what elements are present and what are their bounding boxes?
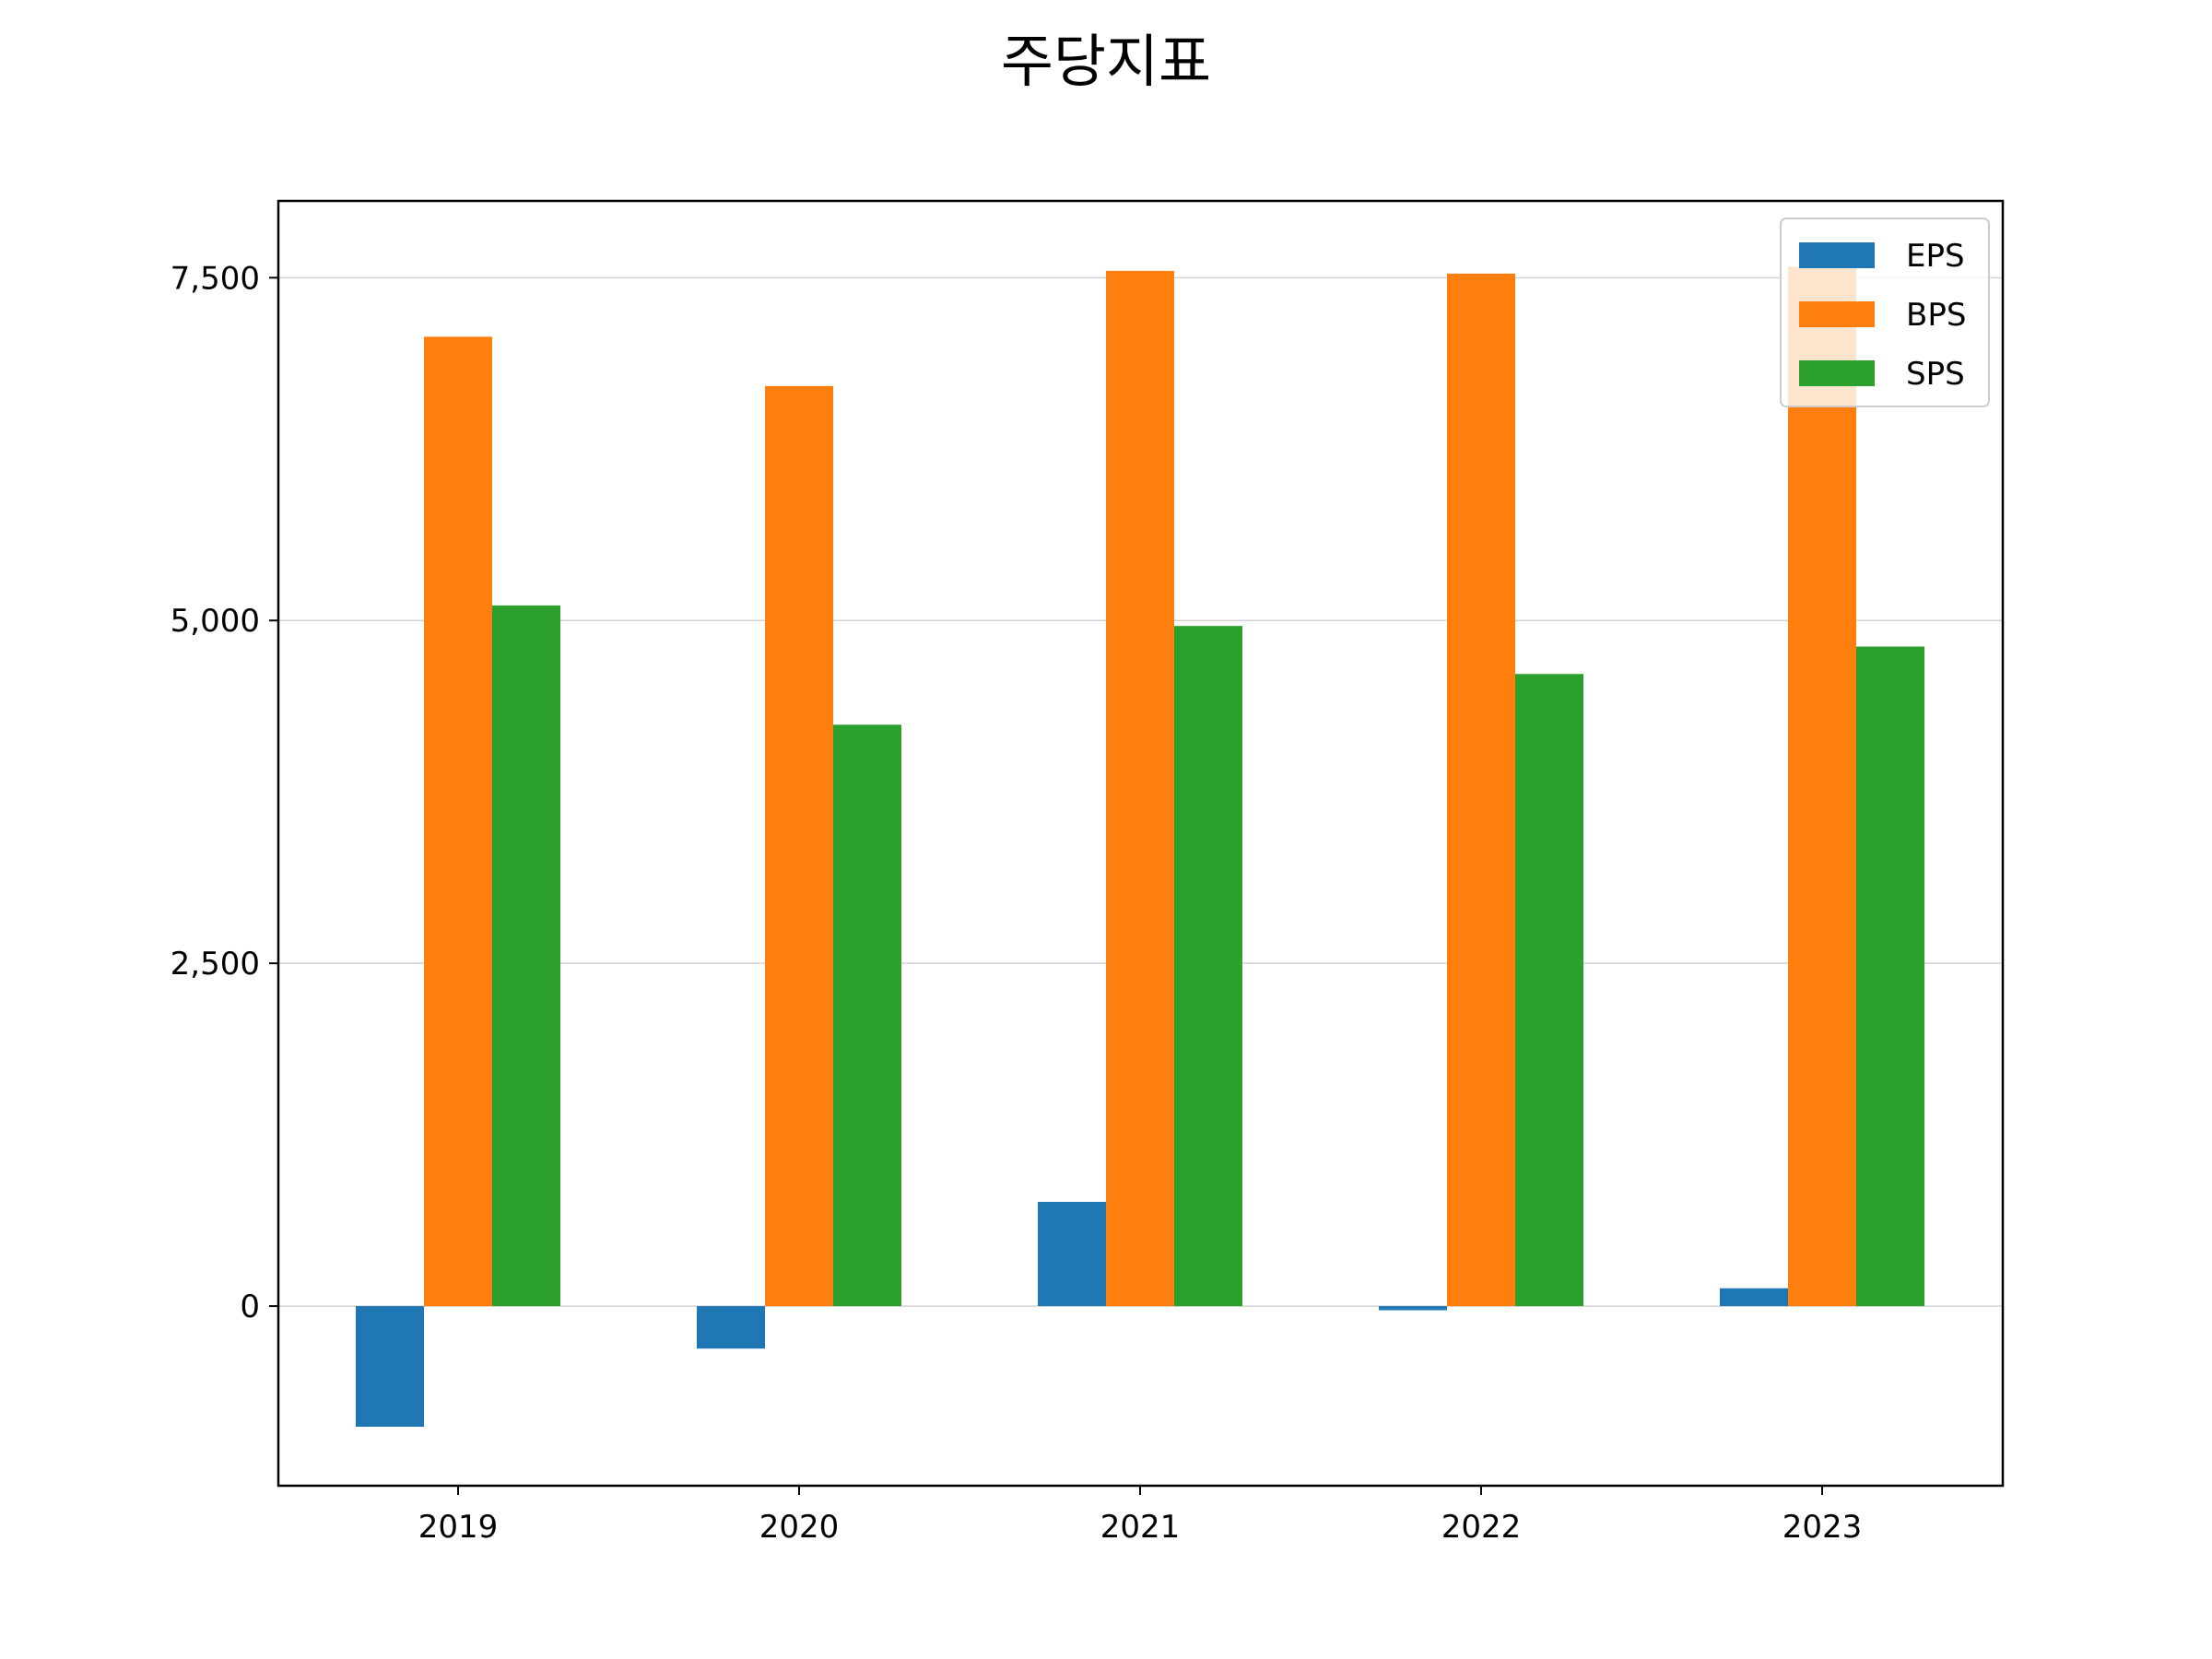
legend-swatch-sps	[1799, 360, 1875, 386]
bar-bps-2022	[1447, 273, 1515, 1307]
x-tick-label: 2020	[759, 1509, 840, 1546]
y-tick-label: 5,000	[171, 603, 260, 640]
bar-bps-2019	[424, 336, 492, 1307]
x-tick-label: 2019	[418, 1509, 499, 1546]
bar-bps-2021	[1106, 270, 1174, 1307]
legend-label-sps: SPS	[1906, 356, 1965, 393]
bar-sps-2022	[1515, 674, 1583, 1307]
legend: EPS BPS SPS	[1780, 218, 1990, 407]
bar-sps-2021	[1174, 626, 1242, 1307]
x-tick-label: 2023	[1783, 1509, 1863, 1546]
x-axis: 2019 2020 2021 2022 2023	[418, 1486, 1863, 1546]
bar-bps-2023	[1788, 266, 1856, 1307]
bar-eps-2022	[1379, 1306, 1447, 1311]
bar-sps-2019	[492, 605, 560, 1307]
legend-label-bps: BPS	[1906, 297, 1966, 334]
bar-eps-2020	[697, 1306, 765, 1349]
chart-title: 주당지표	[1001, 28, 1211, 95]
y-axis: 0 2,500 5,000 7,500	[171, 260, 278, 1325]
bar-eps-2021	[1038, 1202, 1106, 1307]
legend-swatch-eps	[1799, 242, 1875, 268]
bar-eps-2019	[356, 1306, 424, 1428]
x-tick-label: 2021	[1100, 1509, 1181, 1546]
bar-bps-2020	[765, 385, 833, 1307]
y-tick-label: 7,500	[171, 260, 260, 297]
y-tick-label: 0	[240, 1288, 260, 1325]
bar-sps-2023	[1856, 646, 1924, 1307]
legend-label-eps: EPS	[1906, 238, 1965, 275]
bars	[356, 266, 1924, 1428]
y-tick-label: 2,500	[171, 946, 260, 982]
x-tick-label: 2022	[1441, 1509, 1522, 1546]
bar-sps-2020	[833, 724, 901, 1307]
bar-eps-2023	[1720, 1288, 1788, 1307]
legend-swatch-bps	[1799, 301, 1875, 327]
